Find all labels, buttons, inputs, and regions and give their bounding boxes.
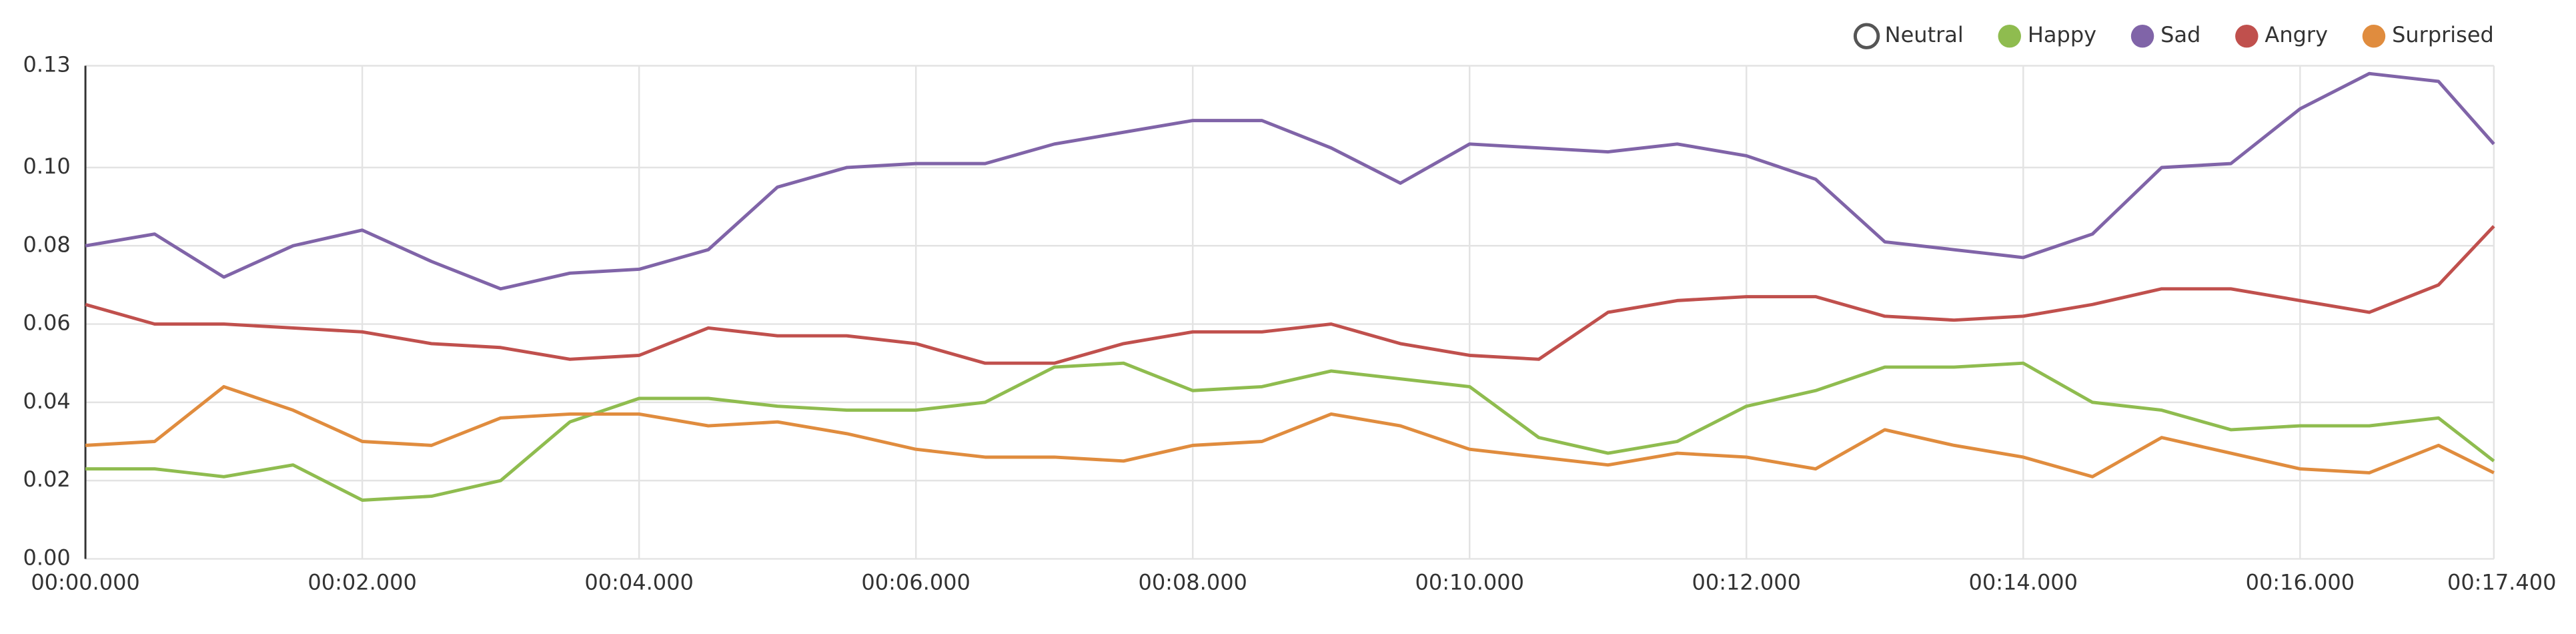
legend-swatch [2235, 24, 2259, 48]
x-tick-label: 00:10.000 [1415, 569, 1523, 595]
x-tick-label: 00:17.400 [2447, 569, 2556, 595]
series-line [85, 71, 2495, 291]
y-tick-label: 0.04 [23, 388, 70, 414]
series-line [85, 225, 2495, 365]
legend-label: Neutral [1885, 22, 1964, 47]
legend-label: Surprised [2392, 22, 2494, 47]
legend: Neutral Happy Sad Angry Surprised [1853, 22, 2494, 49]
y-tick-label: 0.10 [23, 153, 70, 179]
legend-item[interactable]: Sad [2130, 22, 2201, 48]
series-line [85, 361, 2495, 502]
legend-label: Happy [2028, 22, 2096, 47]
legend-item[interactable]: Surprised [2362, 22, 2494, 48]
y-tick-label: 0.13 [23, 52, 70, 77]
series-line [85, 384, 2495, 479]
x-tick-label: 00:00.000 [31, 569, 139, 595]
legend-label: Sad [2160, 22, 2200, 47]
x-tick-label: 00:12.000 [1692, 569, 1801, 595]
x-tick-label: 00:14.000 [1969, 569, 2078, 595]
y-tick-label: 0.06 [23, 310, 70, 336]
y-tick-label: 0.08 [23, 232, 70, 257]
legend-item[interactable]: Angry [2235, 22, 2328, 48]
legend-swatch [1853, 23, 1880, 49]
x-tick-label: 00:02.000 [307, 569, 416, 595]
x-tick-label: 00:06.000 [861, 569, 970, 595]
y-tick-label: 0.00 [23, 545, 70, 570]
legend-swatch [1998, 24, 2022, 48]
x-tick-label: 00:08.000 [1138, 569, 1247, 595]
y-tick-label: 0.02 [23, 466, 70, 492]
legend-item[interactable]: Neutral [1853, 22, 1964, 49]
legend-swatch [2362, 24, 2386, 48]
x-tick-label: 00:04.000 [584, 569, 693, 595]
legend-label: Angry [2265, 22, 2328, 47]
legend-item[interactable]: Happy [1998, 22, 2097, 48]
legend-swatch [2130, 24, 2154, 48]
x-tick-label: 00:16.000 [2246, 569, 2355, 595]
